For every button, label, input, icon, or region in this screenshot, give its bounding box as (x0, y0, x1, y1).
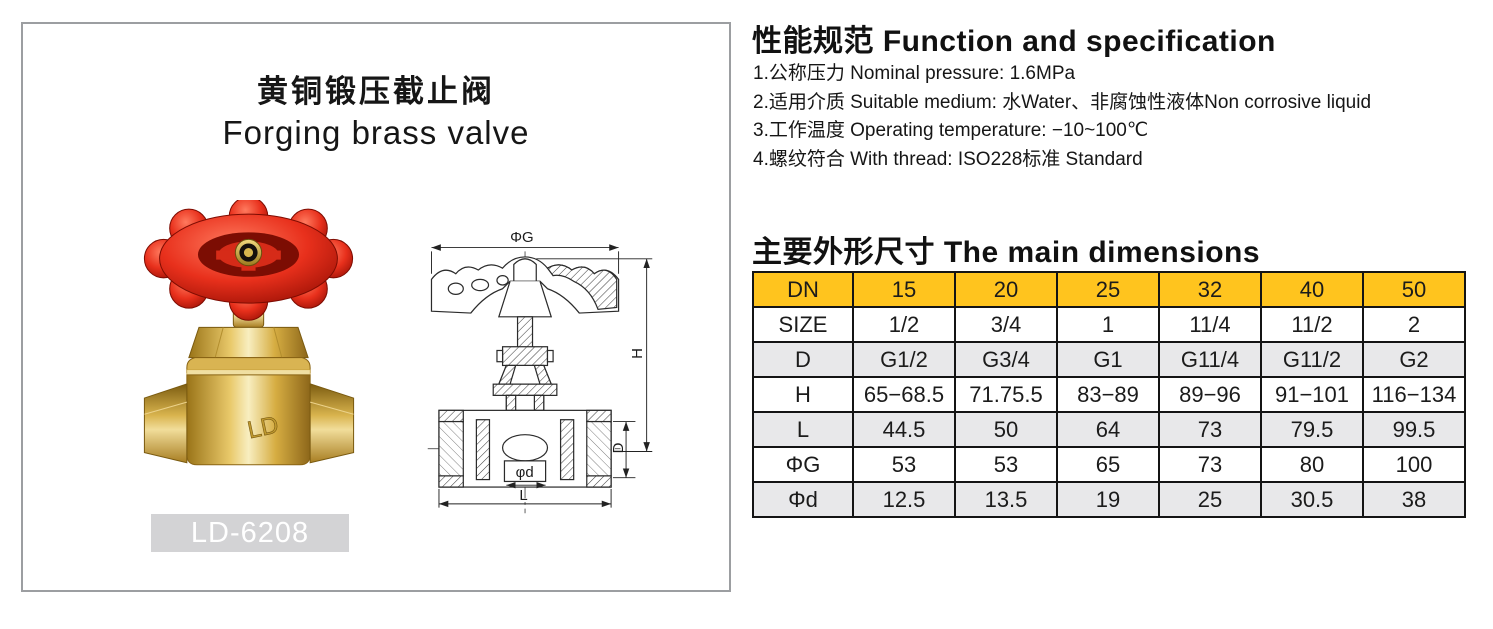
dim-label-D: D (610, 442, 627, 453)
table-cell: 116−134 (1362, 376, 1466, 413)
table-row-phid: Φd 12.5 13.5 19 25 30.5 38 (752, 481, 1466, 518)
table-cell: 64 (1056, 411, 1160, 448)
spec-item-4: 4.螺纹符合 With thread: ISO228标准 Standard (753, 148, 1143, 170)
table-row-size: SIZE 1/2 3/4 1 11/4 11/2 2 (752, 306, 1466, 343)
table-cell: 53 (852, 446, 956, 483)
table-cell: G3/4 (954, 341, 1058, 378)
product-title-block: 黄铜锻压截止阀 Forging brass valve (23, 66, 729, 152)
table-header-row: DN 15 20 25 32 40 50 (752, 271, 1466, 308)
spec-item-1: 1.公称压力 Nominal pressure: 1.6MPa (753, 63, 1076, 84)
row-label: SIZE (752, 306, 854, 343)
product-panel: 黄铜锻压截止阀 Forging brass valve (21, 22, 731, 592)
spec-item-2: 2.适用介质 Suitable medium: 水Water、非腐蚀性液体Non… (753, 91, 1372, 113)
valve-section-shape (427, 251, 621, 514)
table-cell: G1/2 (852, 341, 956, 378)
spec-item-3: 3.工作温度 Operating temperature: −10~100℃ (753, 120, 1149, 141)
header-cell: 15 (852, 271, 956, 308)
table-cell: 50 (954, 411, 1058, 448)
table-cell: 19 (1056, 481, 1160, 518)
table-cell: 65 (1056, 446, 1160, 483)
table-cell: 13.5 (954, 481, 1058, 518)
table-cell: 89−96 (1158, 376, 1262, 413)
table-cell: 83−89 (1056, 376, 1160, 413)
row-label: Φd (752, 481, 854, 518)
dim-label-H: H (629, 348, 646, 359)
dim-label-phiG: ΦG (510, 229, 534, 246)
table-cell: 71.75.5 (954, 376, 1058, 413)
header-cell: 50 (1362, 271, 1466, 308)
header-cell: 20 (954, 271, 1058, 308)
table-cell: G11/2 (1260, 341, 1364, 378)
product-photo: LD (143, 200, 355, 466)
table-cell: 65−68.5 (852, 376, 956, 413)
table-cell: 80 (1260, 446, 1364, 483)
product-title-en: Forging brass valve (222, 114, 530, 151)
table-cell: 11/4 (1158, 306, 1262, 343)
row-label: ΦG (752, 446, 854, 483)
header-cell: 32 (1158, 271, 1262, 308)
table-cell: 11/2 (1260, 306, 1364, 343)
dimensions-table: DN 15 20 25 32 40 50 SIZE 1/2 3/4 1 11/4… (752, 271, 1466, 518)
table-cell: 79.5 (1260, 411, 1364, 448)
table-cell: 44.5 (852, 411, 956, 448)
valve-body-shape: LD (143, 298, 355, 466)
dim-label-phid: φd (516, 464, 534, 481)
spec-heading: 性能规范 Function and specification (752, 25, 1276, 58)
table-cell: 1/2 (852, 306, 956, 343)
table-row-d: D G1/2 G3/4 G1 G11/4 G11/2 G2 (752, 341, 1466, 378)
header-cell: 40 (1260, 271, 1364, 308)
table-cell: 3/4 (954, 306, 1058, 343)
table-cell: 100 (1362, 446, 1466, 483)
table-cell: 38 (1362, 481, 1466, 518)
row-label: L (752, 411, 854, 448)
table-row-phig: ΦG 53 53 65 73 80 100 (752, 446, 1466, 483)
technical-drawing: ΦG H D φd L (427, 229, 653, 514)
table-cell: 99.5 (1362, 411, 1466, 448)
table-cell: 2 (1362, 306, 1466, 343)
dimensions-heading: 主要外形尺寸 The main dimensions (752, 236, 1261, 269)
table-cell: 73 (1158, 446, 1262, 483)
row-label: H (752, 376, 854, 413)
model-badge: LD-6208 (151, 514, 349, 552)
photo-ld-stamp: LD (245, 411, 281, 444)
row-label: D (752, 341, 854, 378)
table-row-h: H 65−68.5 71.75.5 83−89 89−96 91−101 116… (752, 376, 1466, 413)
product-title-zh: 黄铜锻压截止阀 (257, 74, 495, 109)
table-cell: 1 (1056, 306, 1160, 343)
table-cell: G1 (1056, 341, 1160, 378)
table-cell: 73 (1158, 411, 1262, 448)
dimension-labels: ΦG H D φd L (510, 229, 646, 504)
header-cell: 25 (1056, 271, 1160, 308)
table-cell: 91−101 (1260, 376, 1364, 413)
table-cell: G2 (1362, 341, 1466, 378)
dim-label-L: L (519, 487, 527, 504)
table-cell: 53 (954, 446, 1058, 483)
table-cell: 12.5 (852, 481, 956, 518)
spec-list: 1.公称压力 Nominal pressure: 1.6MPa 2.适用介质 S… (753, 60, 1371, 174)
header-cell: DN (752, 271, 854, 308)
table-cell: 30.5 (1260, 481, 1364, 518)
handwheel-shape (143, 200, 354, 321)
table-cell: G11/4 (1158, 341, 1262, 378)
table-row-l: L 44.5 50 64 73 79.5 99.5 (752, 411, 1466, 448)
dimension-lines (431, 244, 653, 508)
table-cell: 25 (1158, 481, 1262, 518)
